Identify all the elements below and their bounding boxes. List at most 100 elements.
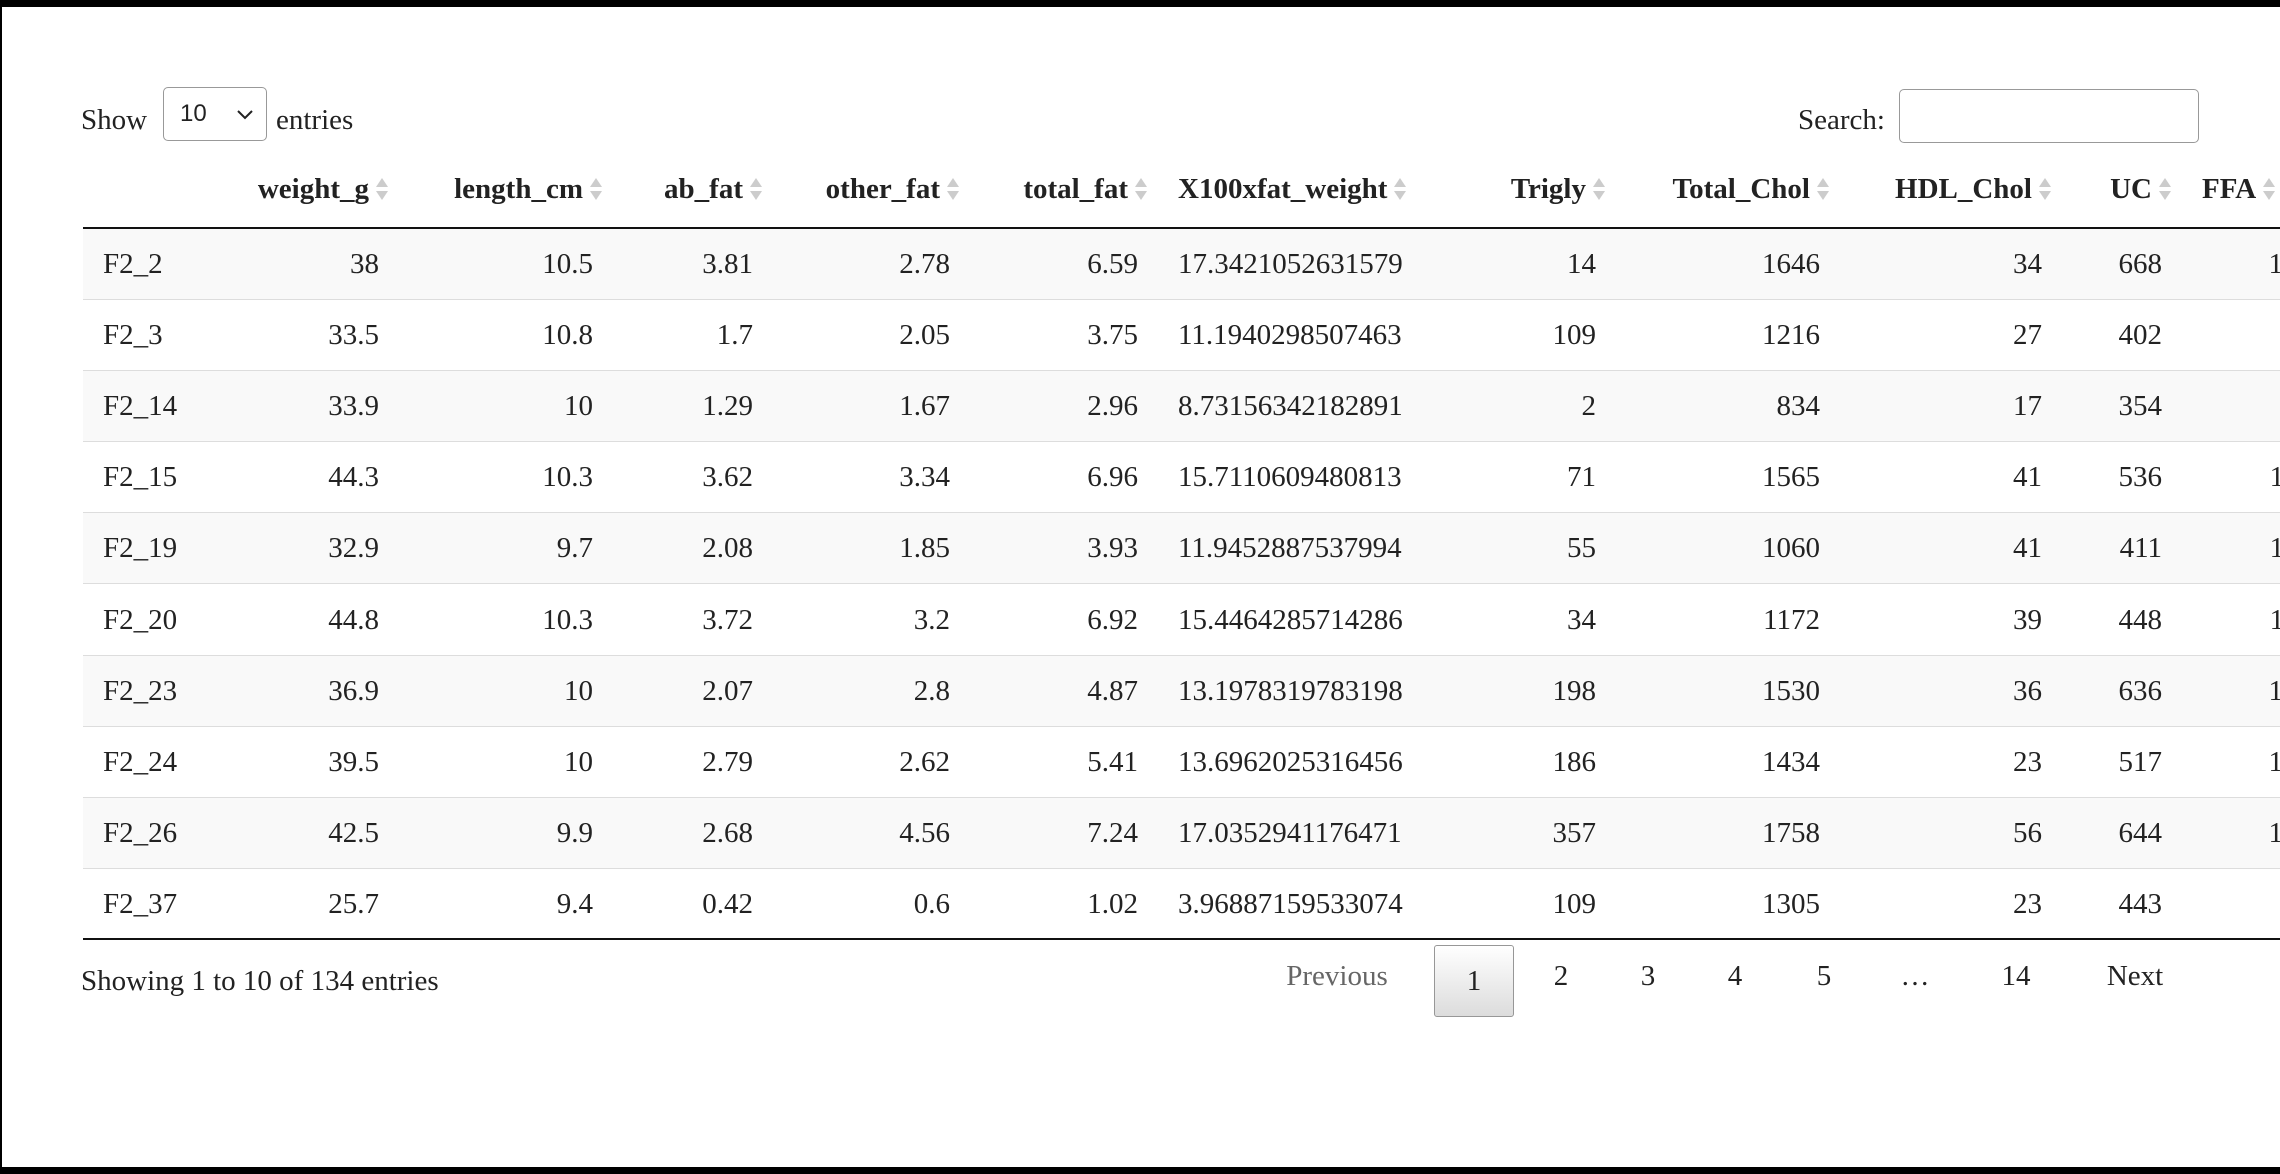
table-cell: 2.79	[702, 745, 753, 778]
entries-label: entries	[276, 104, 354, 136]
table-cell: 443	[2118, 887, 2163, 920]
table-cell: 1.7	[716, 319, 753, 352]
table-cell: 2.62	[899, 745, 950, 778]
column-title: weight_g	[257, 172, 369, 205]
table-cell: 3.62	[702, 461, 753, 494]
column-title: Trigly	[1510, 172, 1586, 205]
table-cell: 1434	[1762, 745, 1820, 778]
table-cell: F2_24	[103, 745, 178, 778]
column-header[interactable]: FFA	[2182, 159, 2280, 219]
page-button[interactable]: 14	[2001, 959, 2031, 992]
table-cell: 9.7	[556, 532, 593, 565]
table-row	[83, 797, 2280, 869]
table-cell: 6.59	[1087, 248, 1138, 280]
previous-button: Previous	[1286, 959, 1388, 992]
page-button[interactable]: 5	[1816, 959, 1832, 992]
table-cell: 34	[1567, 603, 1596, 636]
table-cell: 98	[2182, 371, 2280, 442]
next-button[interactable]: Next	[2106, 959, 2164, 992]
column-header[interactable]: ab_fat	[613, 159, 773, 219]
table-cell: F2_23	[103, 674, 178, 707]
table-cell: F2_37	[103, 887, 178, 920]
column-header[interactable]: Trigly	[1471, 159, 1616, 219]
table-cell: 10.5	[542, 248, 593, 280]
table-cell: 161	[2268, 674, 2280, 707]
table-cell: 2.78	[899, 248, 950, 280]
table-row	[83, 584, 2280, 656]
table-cell: 6.92	[1087, 603, 1138, 636]
panel: Show 10 entries Search: Showing 1 to 10 …	[2, 7, 2280, 1167]
table-cell: 636	[2118, 674, 2163, 707]
table-cell: 10	[564, 674, 593, 707]
table-cell: 3.96887159533074	[1178, 887, 1403, 920]
table-cell: 3.81	[702, 248, 753, 280]
sort-icon	[1592, 177, 1606, 201]
table-cell: 15.7110609480813	[1178, 461, 1402, 494]
table-row	[83, 655, 2280, 727]
sort-icon	[1393, 177, 1407, 201]
table-cell: 36	[2013, 674, 2042, 707]
column-title: Total_Chol	[1672, 172, 1810, 205]
table-cell: 23	[2013, 887, 2042, 920]
page-button[interactable]: 1	[1434, 945, 1514, 1017]
sort-icon	[1816, 177, 1830, 201]
sort-icon	[1134, 177, 1148, 201]
table-cell: 2.08	[702, 532, 753, 565]
sort-icon	[749, 177, 763, 201]
sort-icon	[2262, 177, 2276, 201]
column-header[interactable]: total_fat	[970, 159, 1158, 219]
table-cell: 1565	[1762, 461, 1820, 494]
table-cell: 354	[2118, 390, 2163, 423]
table-cell: 117	[2269, 461, 2280, 494]
table-cell: F2_26	[103, 816, 178, 849]
table-cell: 3.2	[913, 603, 950, 636]
table-cell: 13.6962025316456	[1178, 745, 1403, 778]
column-header[interactable]: HDL_Chol	[1840, 159, 2062, 219]
table-cell: F2_15	[103, 461, 178, 494]
table-cell: 3.34	[899, 461, 950, 494]
column-title: FFA	[2202, 172, 2257, 205]
table-cell: 38	[350, 248, 379, 280]
table-cell: 198	[1552, 674, 1597, 707]
table-cell: 9.9	[556, 816, 593, 849]
table-cell: 97	[2182, 869, 2280, 940]
table-cell: 71	[1567, 461, 1596, 494]
page-button[interactable]: 2	[1553, 959, 1569, 992]
table-cell: 1.29	[702, 390, 753, 423]
table-cell: 2.96	[1087, 390, 1138, 423]
column-header[interactable]: UC	[2062, 159, 2182, 219]
table-cell: 17.3421052631579	[1178, 248, 1403, 280]
column-header[interactable]: other_fat	[773, 159, 970, 219]
page-button[interactable]: …	[1900, 959, 1930, 992]
column-header[interactable]: length_cm	[399, 159, 613, 219]
table-cell: 96	[2182, 300, 2280, 371]
table-cell: 536	[2118, 461, 2163, 494]
table-cell: 1.85	[899, 532, 950, 565]
table-cell: 11.1940298507463	[1178, 319, 1402, 352]
sort-icon	[2158, 177, 2172, 201]
table-cell: 41	[2013, 461, 2042, 494]
table-cell: 25.7	[328, 887, 379, 920]
search-input[interactable]	[1899, 89, 2199, 143]
column-header[interactable]: weight_g	[220, 159, 399, 219]
table-cell: 7.24	[1087, 816, 1138, 849]
page-button[interactable]: 3	[1640, 959, 1656, 992]
column-header[interactable]: X100xfat_weight	[1158, 159, 1471, 219]
show-label: Show	[81, 104, 148, 136]
table-cell: 0.6	[913, 887, 950, 920]
column-title: ab_fat	[664, 172, 743, 205]
table-cell: 10	[564, 390, 593, 423]
column-header[interactable]: Total_Chol	[1616, 159, 1840, 219]
table-bottom-border	[83, 938, 2280, 940]
sort-icon	[2038, 177, 2052, 201]
page-button[interactable]: 4	[1727, 959, 1743, 992]
table-cell: 1305	[1762, 887, 1820, 920]
column-title: HDL_Chol	[1895, 172, 2032, 205]
table-cell: F2_2	[103, 248, 163, 280]
table-cell: 56	[2013, 816, 2042, 849]
table-cell: 109	[1552, 887, 1597, 920]
page-length-select[interactable]: 10	[163, 87, 267, 141]
table-cell: 33.9	[328, 390, 379, 423]
table-cell: 42.5	[328, 816, 379, 849]
